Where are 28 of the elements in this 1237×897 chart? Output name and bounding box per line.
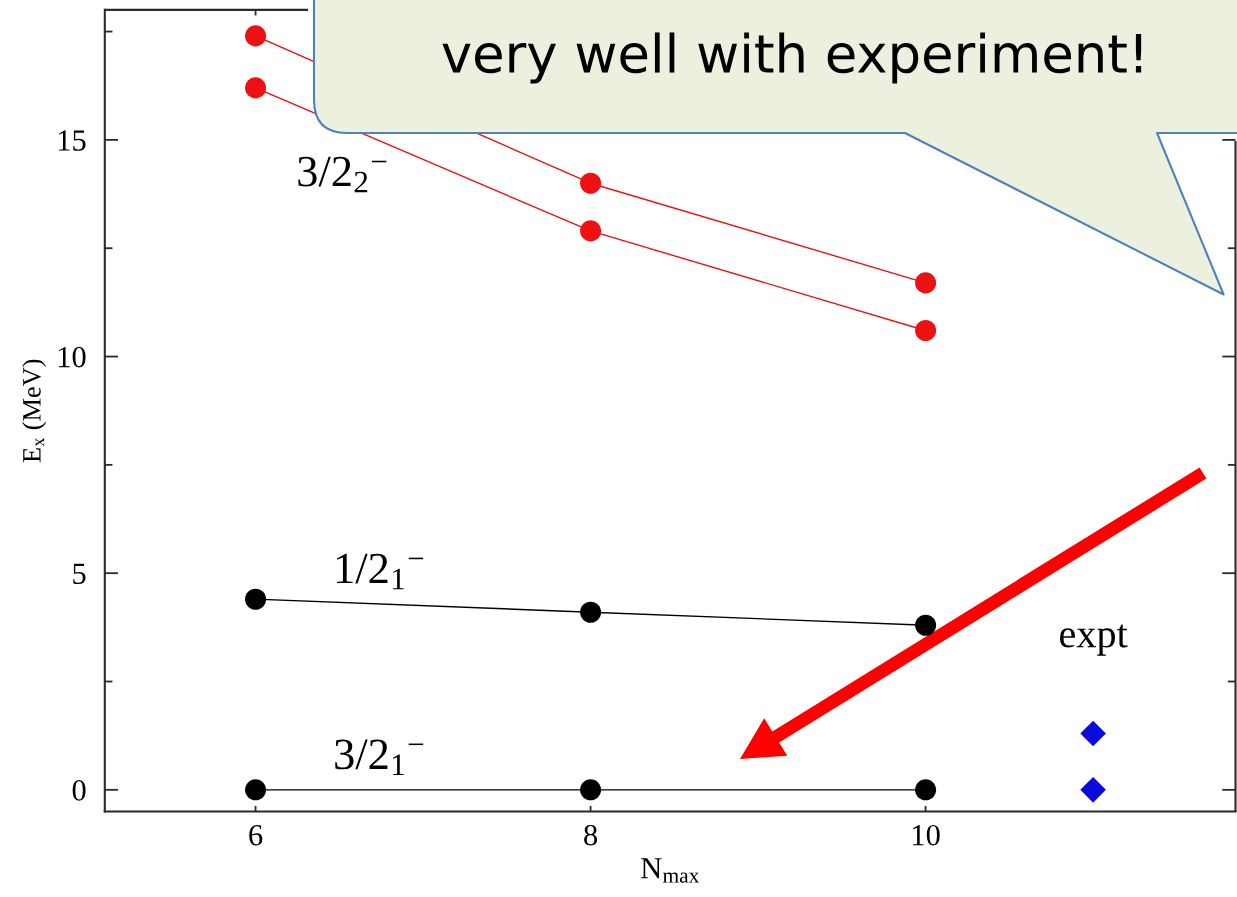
point [245,588,267,610]
point [580,220,602,242]
x-axis-title: N$_{max}$ [641,858,700,883]
point [915,614,937,636]
point [245,77,267,99]
annotation: very well with experiment! [442,32,1142,84]
x-tick-label: 8 [584,824,598,846]
point [245,25,267,47]
y-tick-label: 10 [58,346,86,368]
y-tick-label: 5 [73,563,86,585]
point [580,779,602,801]
series-label: 3/2$_{2}$$^{−}$ [298,156,387,193]
y-axis-title: E$_{x}$ (MeV) [22,359,47,463]
series-label: 1/2$_{1}$$^{−}$ [336,553,424,590]
point [1080,777,1106,803]
series-label: expt [1060,624,1128,656]
point [1080,720,1106,747]
point [580,172,602,194]
series-label: 3/2$_{1}$$^{−}$ [335,739,424,776]
x-tick-label: 10 [913,824,940,846]
point [580,601,602,623]
point [915,320,937,342]
point [915,272,937,294]
y-tick-label: 0 [72,780,86,801]
x-tick-label: 6 [249,824,263,846]
y-tick-label: 15 [58,130,86,151]
point [915,779,937,801]
point [245,779,267,801]
